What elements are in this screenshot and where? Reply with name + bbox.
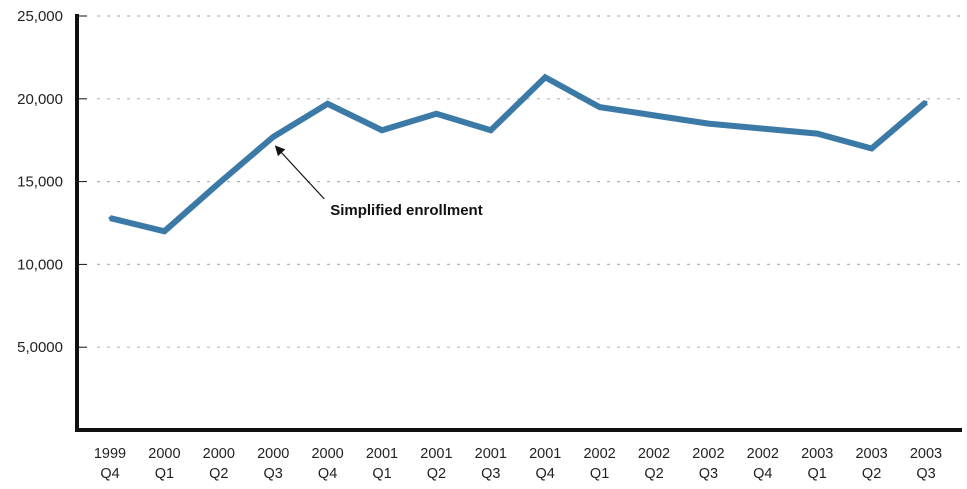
x-tick-year-label: 2002	[583, 446, 615, 462]
y-axis-ticks: 25,000 20,000 15,000 10,000 5,0000	[17, 8, 87, 356]
x-tick-year-label: 2000	[203, 446, 235, 462]
x-tick-year-label: 1999	[94, 446, 126, 462]
x-tick-year-label: 2003	[910, 446, 942, 462]
x-tick-year-label: 2001	[529, 446, 561, 462]
x-tick-quarter-label: Q2	[644, 466, 663, 482]
x-tick-quarter-label: Q2	[862, 466, 881, 482]
data-point	[598, 105, 602, 109]
x-tick-quarter-label: Q3	[699, 466, 718, 482]
data-point	[108, 216, 112, 220]
x-tick-year-label: 2002	[638, 446, 670, 462]
annotation-arrow	[274, 145, 325, 200]
data-point	[870, 146, 874, 150]
x-tick-quarter-label: Q2	[209, 466, 228, 482]
x-tick-year-label: 2000	[311, 446, 343, 462]
y-tick-label: 20,000	[17, 91, 63, 108]
data-point	[217, 181, 221, 185]
x-tick-year-label: 2003	[855, 446, 887, 462]
annotations: Simplified enrollment	[274, 145, 483, 219]
data-point	[815, 132, 819, 136]
x-tick-year-label: 2001	[366, 446, 398, 462]
x-tick-year-label: 2002	[747, 446, 779, 462]
data-point	[380, 128, 384, 132]
x-tick-quarter-label: Q4	[536, 466, 555, 482]
x-tick-quarter-label: Q1	[372, 466, 391, 482]
x-tick-quarter-label: Q3	[916, 466, 935, 482]
data-point	[543, 75, 547, 79]
data-point	[489, 128, 493, 132]
x-tick-year-label: 2000	[148, 446, 180, 462]
x-tick-quarter-label: Q3	[264, 466, 283, 482]
x-tick-quarter-label: Q1	[808, 466, 827, 482]
data-point	[706, 122, 710, 126]
x-tick-year-label: 2000	[257, 446, 289, 462]
series-line	[109, 73, 928, 235]
x-tick-quarter-label: Q4	[753, 466, 772, 482]
data-point	[326, 102, 330, 106]
x-tick-quarter-label: Q1	[590, 466, 609, 482]
x-tick-quarter-label: Q4	[318, 466, 337, 482]
x-tick-year-label: 2001	[475, 446, 507, 462]
data-point	[271, 135, 275, 139]
y-tick-label: 5,0000	[17, 339, 63, 356]
x-tick-quarter-label: Q4	[100, 466, 119, 482]
data-point	[761, 127, 765, 131]
x-axis-ticks: 1999 Q4 2000 Q1 2000 Q2 2000 Q3 2000 Q4 2001 Q1 2001…	[94, 446, 942, 482]
x-tick-quarter-label: Q2	[427, 466, 446, 482]
x-tick-year-label: 2001	[420, 446, 452, 462]
y-tick-label: 10,000	[17, 256, 63, 273]
y-tick-label: 15,000	[17, 174, 63, 191]
annotation-label: Simplified enrollment	[330, 202, 483, 219]
data-point	[434, 112, 438, 116]
axes	[75, 14, 962, 432]
y-tick-label: 25,000	[17, 8, 63, 25]
gridlines	[97, 15, 962, 348]
series-lines	[108, 73, 928, 235]
data-point	[924, 100, 928, 104]
x-tick-year-label: 2003	[801, 446, 833, 462]
x-tick-quarter-label: Q3	[481, 466, 500, 482]
x-tick-quarter-label: Q1	[155, 466, 174, 482]
data-point	[162, 229, 166, 233]
x-tick-year-label: 2002	[692, 446, 724, 462]
data-point	[652, 113, 656, 117]
